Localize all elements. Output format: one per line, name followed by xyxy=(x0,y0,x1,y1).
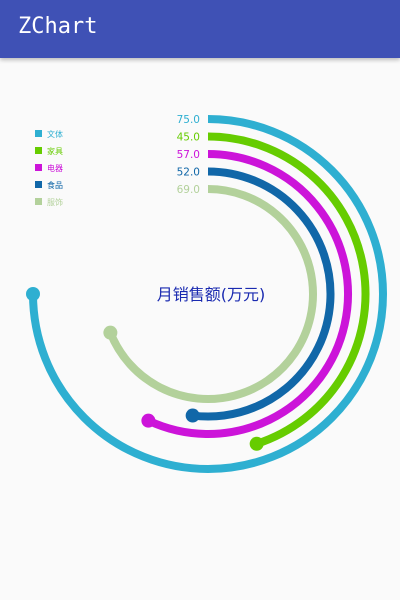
legend-swatch-5 xyxy=(35,198,42,205)
arc-end-dot-5 xyxy=(103,325,118,340)
value-label-2: 45.0 xyxy=(177,132,200,144)
legend-swatch-1 xyxy=(35,130,42,137)
value-label-3: 57.0 xyxy=(177,149,200,161)
arc-3 xyxy=(146,150,352,438)
arc-1 xyxy=(29,115,387,473)
legend-swatch-3 xyxy=(35,164,42,171)
legend-swatch-4 xyxy=(35,181,42,188)
arc-5 xyxy=(106,185,317,403)
arc-2 xyxy=(207,132,370,448)
app-bar: ZChart xyxy=(0,0,400,58)
arc-end-dot-4 xyxy=(185,408,200,423)
legend-label-3: 电器 xyxy=(47,163,63,173)
legend-label-2: 家具 xyxy=(47,146,63,156)
arc-end-dot-3 xyxy=(141,413,156,428)
chart-title: 月销售额(万元) xyxy=(157,285,266,304)
legend-label-5: 服饰 xyxy=(47,197,63,207)
value-label-4: 52.0 xyxy=(177,167,200,179)
legend-label-4: 食品 xyxy=(47,180,63,190)
legend-label-1: 文体 xyxy=(47,129,63,139)
value-label-5: 69.0 xyxy=(177,184,200,196)
chart-area: 75.0 45.0 57.0 52.0 69.0 文体家具电器食品服饰月销售额(万元) xyxy=(0,58,400,600)
legend-swatch-2 xyxy=(35,147,42,154)
app-title: ZChart xyxy=(18,14,98,39)
arc-end-dot-1 xyxy=(26,287,40,301)
value-label-1: 75.0 xyxy=(177,114,200,126)
arc-end-dot-2 xyxy=(249,436,264,451)
arc-4 xyxy=(192,167,335,421)
